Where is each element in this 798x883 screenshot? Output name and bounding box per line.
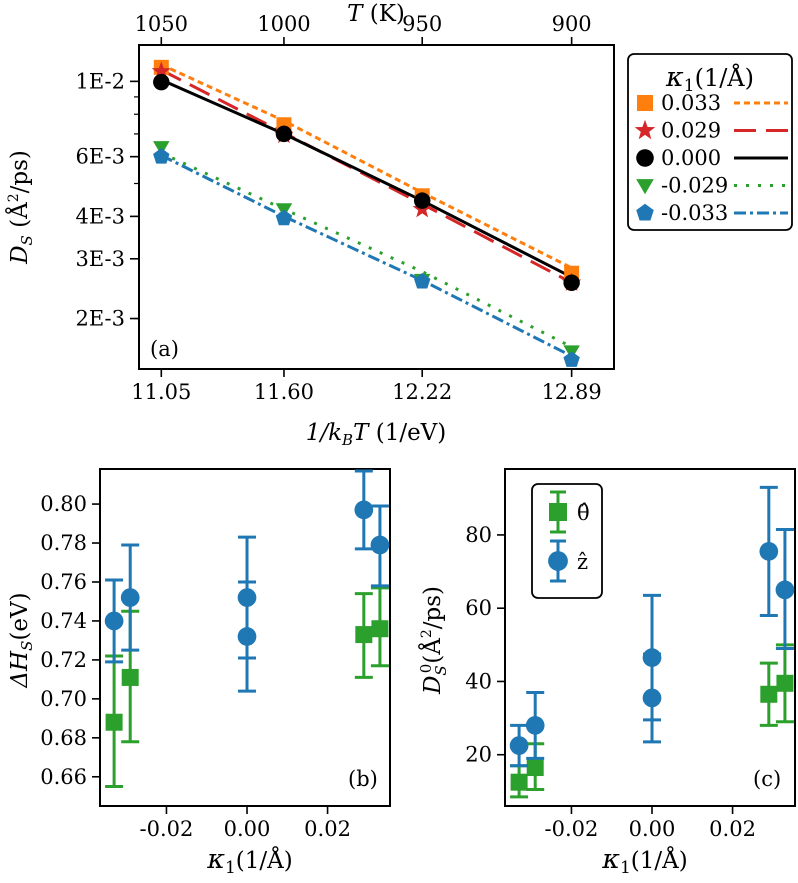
panel-b: -0.02 0.00 0.02 0.66 0.68 0.70 0.72 0.74 0.76 0.7…: [7, 468, 391, 878]
x-tick-label: 11.05: [131, 380, 191, 404]
y-tick-label: 0.80: [40, 492, 87, 516]
x-tick-label: 0.02: [709, 817, 756, 841]
data-point--0.033: [414, 272, 431, 289]
data-point--0.033: [275, 209, 293, 226]
panel-c-frame: [504, 468, 796, 807]
panel-b-xlabel: κ1(1/Å): [206, 844, 293, 878]
legend-label: θ̂: [577, 501, 590, 525]
legend-label: -0.029: [661, 174, 728, 198]
data-point--0.033: [153, 148, 170, 164]
data-point-ẑ: [370, 535, 390, 555]
y-tick-label: 6E-3: [75, 145, 125, 169]
data-point-ẑ: [120, 588, 140, 607]
y-tick-label: 40: [465, 669, 492, 693]
top-tick-label: 1050: [135, 12, 188, 36]
data-point-0.000: [153, 73, 170, 91]
y-tick-label: 0.78: [40, 531, 87, 555]
panel-a-xlabel: 1/kBT (1/eV): [306, 420, 447, 449]
series-fit-line-0.033: [160, 63, 573, 270]
data-point-ẑ: [775, 580, 795, 600]
data-point-0.000: [563, 274, 580, 291]
legend-label: ẑ: [577, 550, 588, 574]
x-tick-label: 11.60: [254, 380, 314, 404]
panel-a-top-xlabel: T (K): [347, 1, 405, 27]
data-point-θ̂: [776, 674, 794, 692]
data-point-ẑ: [237, 588, 257, 607]
data-point-θ̂: [510, 773, 528, 791]
data-point-0.029: [151, 61, 171, 80]
y-tick-label: 0.66: [40, 765, 87, 789]
y-tick-label: 4E-3: [75, 204, 125, 228]
panel-a-legend-title: κ1(1/Å): [665, 62, 754, 96]
data-point-ẑ: [525, 716, 545, 735]
x-tick-label: 0.00: [224, 817, 271, 841]
panel-b-ylabel: ΔHS(eV): [7, 592, 36, 688]
y-tick-label: 20: [465, 743, 492, 767]
top-tick-label: 900: [552, 12, 592, 36]
y-tick-label: 0.72: [40, 648, 87, 672]
y-tick-label: 3E-3: [75, 247, 125, 271]
x-tick-label: 0.02: [304, 817, 351, 841]
y-tick-label: 2E-3: [75, 307, 125, 331]
panel-c: -0.02 0.00 0.02 20 40 60 80 (c) κ1(1/Å) DS0(Å2…: [417, 468, 796, 878]
top-tick-label: 950: [402, 12, 442, 36]
data-point--0.033: [563, 351, 580, 367]
data-point-θ̂: [105, 713, 123, 731]
y-tick-label: 80: [465, 523, 492, 547]
data-point-ẑ: [354, 500, 374, 520]
data-point-ẑ: [104, 611, 124, 631]
panel-c-xlabel: κ1(1/Å): [601, 844, 688, 878]
panel-a-legend-frame: [627, 53, 793, 231]
legend-label: 0.033: [661, 91, 721, 115]
panel-a: 11.05 1050 11.60 1000 12.22 950 12.89 900 1E-2 6E…: [5, 1, 615, 449]
panel-c-ylabel: DS0(Å2/ps): [417, 586, 450, 695]
data-point-0.000: [275, 125, 293, 143]
legend-marker-0.029: [634, 119, 656, 140]
legend-marker: [549, 503, 567, 521]
y-tick-label: 0.74: [40, 609, 87, 633]
legend-marker-0.000: [636, 149, 654, 167]
panel-b-label: (b): [348, 767, 378, 791]
panel-a-ylabel: DS (Å2/ps): [5, 150, 36, 265]
x-tick-label: 12.22: [392, 380, 452, 404]
legend-label: -0.033: [661, 201, 728, 225]
panel-a-label: (a): [150, 337, 179, 361]
legend-label: 0.029: [661, 119, 721, 143]
top-tick-label: 1000: [257, 12, 310, 36]
data-point-θ̂: [371, 620, 389, 638]
panel-c-legend-frame: [531, 483, 603, 599]
data-point-ẑ: [642, 648, 662, 667]
data-point-θ̂: [760, 685, 778, 703]
y-tick-label: 60: [465, 596, 492, 620]
x-tick-label: -0.02: [545, 817, 599, 841]
panel-b-frame: [99, 468, 391, 807]
y-tick-label: 1E-2: [75, 69, 125, 93]
x-tick-label: 12.89: [542, 380, 602, 404]
data-point-θ̂: [355, 626, 373, 644]
legend-marker--0.033: [636, 203, 654, 221]
legend-marker--0.029: [636, 179, 654, 195]
series-fit-line-0.000: [160, 78, 573, 279]
x-tick-label: 0.00: [629, 817, 676, 841]
legend-marker-0.033: [637, 95, 653, 111]
series-fit-line--0.033: [160, 154, 573, 358]
data-point-θ̂: [121, 668, 139, 686]
panel-c-label: (c): [753, 767, 781, 791]
panel-a-frame: [138, 44, 615, 370]
panel-a-legend: κ1(1/Å) 0.033 0.029 0.000 -0.029 -0.033: [627, 53, 793, 231]
panel-c-legend: θ̂ ẑ: [531, 483, 603, 599]
y-tick-label: 0.70: [40, 687, 87, 711]
y-tick-label: 0.68: [40, 726, 87, 750]
data-point-ẑ: [509, 736, 529, 755]
data-point-0.000: [413, 192, 431, 209]
data-point-ẑ: [759, 542, 779, 561]
x-tick-label: -0.02: [140, 817, 194, 841]
legend-label: 0.000: [661, 146, 721, 170]
series-fit-line-0.029: [160, 68, 573, 285]
y-tick-label: 0.76: [40, 570, 87, 594]
legend-marker: [548, 551, 568, 571]
data-point-θ̂: [526, 759, 544, 777]
